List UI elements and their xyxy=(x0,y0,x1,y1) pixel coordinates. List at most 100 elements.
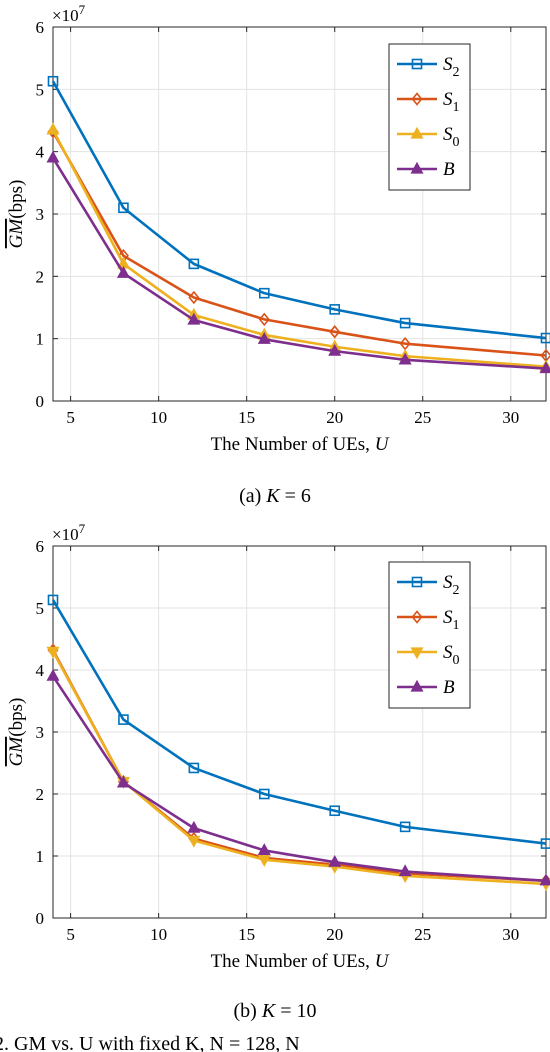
data-point xyxy=(398,352,412,365)
series-b xyxy=(46,150,550,374)
legend-marker xyxy=(410,679,424,692)
x-tick-label: 15 xyxy=(238,925,255,944)
series-b xyxy=(46,668,550,886)
legend-entry: S2 xyxy=(443,572,460,598)
data-point xyxy=(257,855,271,867)
y-axis-label: GM(bps) xyxy=(6,698,27,767)
legend-marker xyxy=(411,576,423,588)
x-tick-label: 25 xyxy=(414,408,431,427)
series-line xyxy=(51,131,547,357)
panel-caption: (a) K = 6 xyxy=(239,485,311,507)
data-point xyxy=(328,343,342,356)
y-tick-label: 2 xyxy=(36,785,45,804)
legend-entry: S1 xyxy=(443,89,460,115)
x-tick-label: 15 xyxy=(238,408,255,427)
data-point xyxy=(116,775,130,788)
legend-marker xyxy=(410,161,424,174)
data-point xyxy=(118,714,129,725)
data-point xyxy=(540,332,550,344)
data-point xyxy=(187,312,201,325)
legend-entry: B xyxy=(443,677,455,698)
legend-marker xyxy=(411,610,423,624)
data-point xyxy=(47,594,59,606)
y-tick-label: 6 xyxy=(36,18,45,37)
data-point xyxy=(46,668,60,681)
legend-box xyxy=(388,43,471,191)
y-tick-label: 4 xyxy=(36,143,45,162)
y-multiplier: ×107 xyxy=(52,2,86,25)
chart-panel-b: 5 10 15 20 25 30 0 1 2 3 4 5 6 ×107 GM(bps) The Number … xyxy=(6,521,550,1022)
x-axis-label: The Number of UEs, U xyxy=(211,434,390,455)
x-tick-label: 25 xyxy=(414,925,431,944)
y-tick-label: 2 xyxy=(36,267,45,286)
x-tick-label: 20 xyxy=(326,925,343,944)
x-tick-label: 5 xyxy=(66,408,75,427)
data-point xyxy=(328,854,342,867)
data-point xyxy=(329,805,341,817)
legend-entry: S0 xyxy=(443,642,460,668)
data-point xyxy=(329,304,341,315)
data-point xyxy=(257,843,271,856)
data-point xyxy=(188,762,200,774)
y-tick-label: 0 xyxy=(36,392,45,411)
data-point xyxy=(258,788,270,800)
legend: S2 S1 S0 B xyxy=(388,561,471,709)
data-point xyxy=(257,332,271,344)
data-point xyxy=(188,258,200,270)
data-point xyxy=(188,290,200,305)
legend-marker xyxy=(411,58,423,70)
legend-entry: B xyxy=(443,159,455,180)
series-s2 xyxy=(47,75,550,344)
y-tick-label: 0 xyxy=(36,909,45,928)
series-line xyxy=(51,80,547,340)
y-tick-label: 3 xyxy=(36,205,45,224)
series-s2 xyxy=(47,594,550,849)
data-point xyxy=(187,835,201,848)
x-tick-label: 10 xyxy=(150,925,167,944)
data-point xyxy=(258,287,270,299)
data-point xyxy=(118,202,129,214)
data-point xyxy=(47,75,59,87)
y-tick-label: 1 xyxy=(36,330,45,349)
legend-entry: S2 xyxy=(443,54,460,80)
data-point xyxy=(539,361,550,374)
data-point xyxy=(399,317,411,329)
data-point xyxy=(46,646,60,659)
legend-box xyxy=(388,561,471,709)
legend-marker xyxy=(411,92,423,106)
data-point xyxy=(116,265,130,278)
x-tick-label: 30 xyxy=(502,408,519,427)
y-tick-label: 4 xyxy=(36,661,45,680)
data-point xyxy=(46,122,60,135)
x-tick-label: 5 xyxy=(66,925,75,944)
figure-caption-footer: 2. GM vs. U with fixed K, N = 128, N xyxy=(0,1033,300,1052)
y-tick-label: 5 xyxy=(36,80,45,99)
data-point xyxy=(258,312,270,327)
data-point xyxy=(539,873,550,886)
chart-panel-a: 5 10 15 20 25 30 0 1 2 3 4 5 6 ×107 GM(bps) The Number … xyxy=(6,2,550,507)
y-tick-label: 1 xyxy=(36,847,45,866)
legend-entry: S1 xyxy=(443,607,460,633)
x-axis-label: The Number of UEs, U xyxy=(211,951,390,972)
data-point xyxy=(398,864,412,877)
legend-entry: S0 xyxy=(443,124,460,150)
panel-caption: (b) K = 10 xyxy=(234,1000,317,1022)
x-tick-label: 30 xyxy=(502,925,519,944)
legend-marker xyxy=(410,647,424,660)
x-tick-label: 10 xyxy=(150,408,167,427)
data-point xyxy=(399,821,411,833)
data-point xyxy=(540,838,550,849)
legend: S2 S1 S0 B xyxy=(388,43,471,191)
legend-marker xyxy=(410,126,424,139)
y-tick-label: 6 xyxy=(36,537,45,556)
data-point xyxy=(187,820,201,833)
data-point xyxy=(46,150,60,163)
data-point xyxy=(329,325,341,339)
y-axis-label: GM(bps) xyxy=(6,180,27,249)
y-tick-label: 3 xyxy=(36,723,45,742)
x-tick-label: 20 xyxy=(326,408,343,427)
series-line xyxy=(51,599,547,845)
y-tick-label: 5 xyxy=(36,599,45,618)
y-multiplier: ×107 xyxy=(52,521,86,544)
